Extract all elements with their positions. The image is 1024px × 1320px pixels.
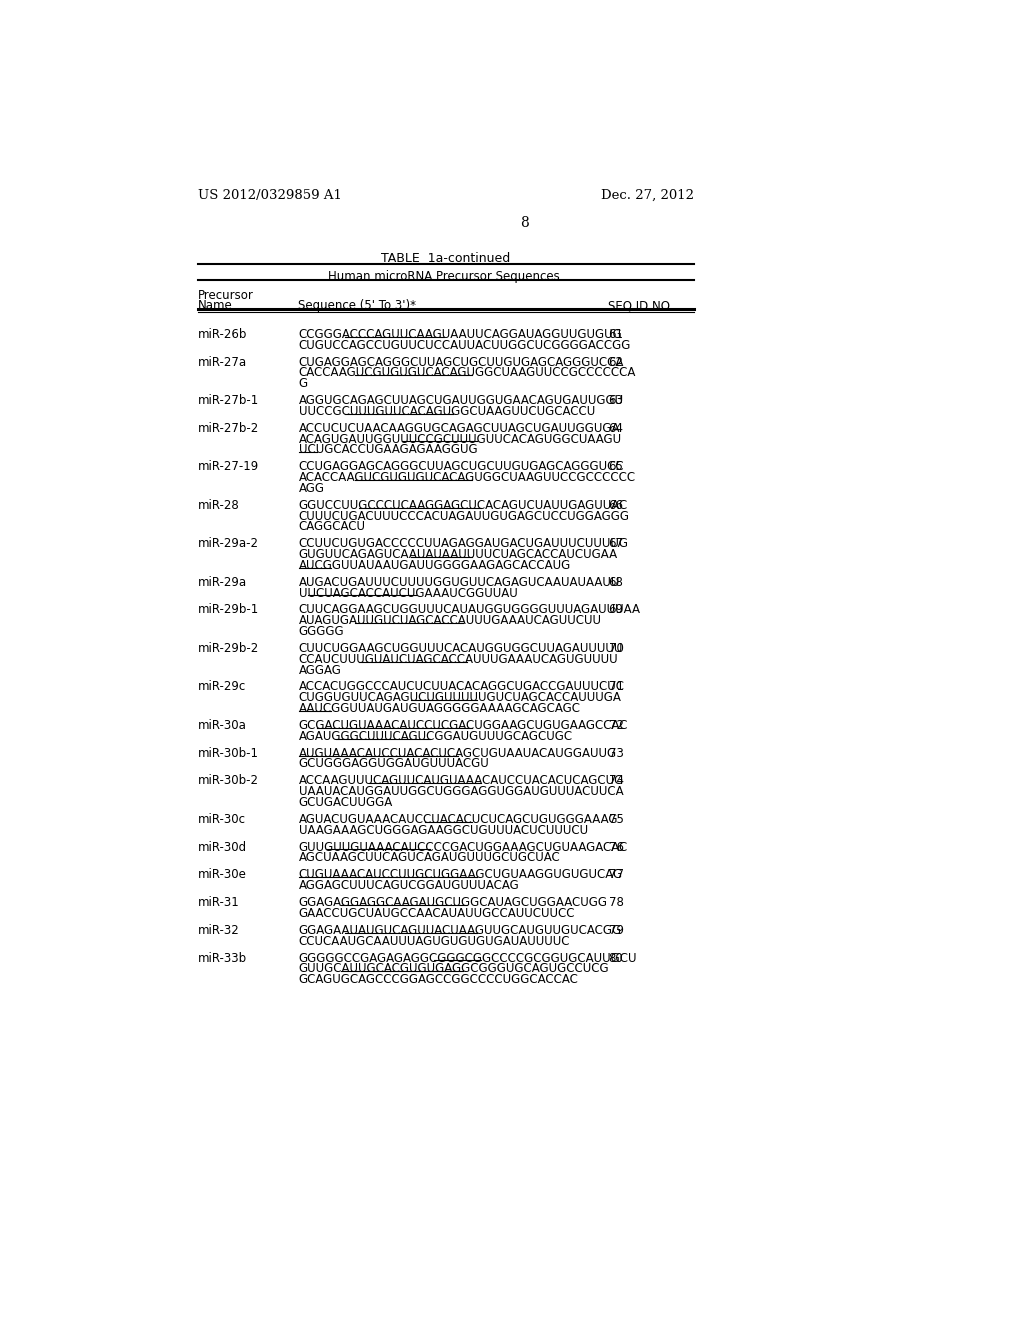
Text: 80: 80	[608, 952, 624, 965]
Text: GCUGGGAGGUGGAUGUUUACGU: GCUGGGAGGUGGAUGUUUACGU	[299, 758, 489, 771]
Text: Name: Name	[198, 300, 232, 313]
Text: Sequence (5' To 3')*: Sequence (5' To 3')*	[299, 300, 417, 313]
Text: CCGGGACCCAGUUCAAGUAAUUCAGGAUAGGUUGUGUG: CCGGGACCCAGUUCAAGUAAUUCAGGAUAGGUUGUGUG	[299, 327, 623, 341]
Text: AGGAGCUUUCAGUCGGAUGUUUACAG: AGGAGCUUUCAGUCGGAUGUUUACAG	[299, 879, 519, 892]
Text: miR-31: miR-31	[198, 896, 240, 909]
Text: miR-27a: miR-27a	[198, 355, 247, 368]
Text: CUUCUGGAAGCUGGUUUCACAUGGUGGCUUAGAUUUUU: CUUCUGGAAGCUGGUUUCACAUGGUGGCUUAGAUUUUU	[299, 642, 623, 655]
Text: 62: 62	[608, 355, 624, 368]
Text: GCGACUGUAAACAUCCUCGACUGGAAGCUGUGAAGCCAC: GCGACUGUAAACAUCCUCGACUGGAAGCUGUGAAGCCAC	[299, 719, 628, 733]
Text: 64: 64	[608, 422, 624, 434]
Text: GUGUUCAGAGUCAAUAUAAUUUUCUAGCACCAUCUGAA: GUGUUCAGAGUCAAUAUAAUUUUCUAGCACCAUCUGAA	[299, 548, 617, 561]
Text: miR-30b-2: miR-30b-2	[198, 775, 259, 788]
Text: Human microRNA Precursor Sequences.: Human microRNA Precursor Sequences.	[328, 271, 563, 282]
Text: 78: 78	[608, 896, 624, 909]
Text: CUUUCUGACUUUCCCACUAGAUUGUGAGCUCCUGGAGGG: CUUUCUGACUUUCCCACUAGAUUGUGAGCUCCUGGAGGG	[299, 510, 630, 523]
Text: 75: 75	[608, 813, 624, 826]
Text: 8: 8	[520, 216, 529, 230]
Text: 79: 79	[608, 924, 624, 937]
Text: 72: 72	[608, 719, 624, 733]
Text: GGGGG: GGGGG	[299, 626, 344, 638]
Text: AGGUGCAGAGCUUAGCUGAUUGGUGAACAGUGAUUGGU: AGGUGCAGAGCUUAGCUGAUUGGUGAACAGUGAUUGGU	[299, 395, 624, 407]
Text: GCAGUGCAGCCCGGAGCCGGCCCCUGGCACCAC: GCAGUGCAGCCCGGAGCCGGCCCCUGGCACCAC	[299, 973, 579, 986]
Text: miR-27b-2: miR-27b-2	[198, 422, 259, 434]
Text: ACAGUGAUUGGUUUCCGCUUUGUUCACAGUGGCUAAGU: ACAGUGAUUGGUUUCCGCUUUGUUCACAGUGGCUAAGU	[299, 433, 622, 446]
Text: Precursor: Precursor	[198, 289, 254, 302]
Text: AUAGUGAUUGUCUAGCACCAUUUGAAAUCAGUUCUU: AUAGUGAUUGUCUAGCACCAUUUGAAAUCAGUUCUU	[299, 614, 601, 627]
Text: 66: 66	[608, 499, 624, 512]
Text: 61: 61	[608, 327, 624, 341]
Text: GGUCCUUGCCCUCAAGGAGCUCACAGUCUAUUGAGUUAC: GGUCCUUGCCCUCAAGGAGCUCACAGUCUAUUGAGUUAC	[299, 499, 628, 512]
Text: AUCGGUUAUAAUGAUUGGGGAAGAGCACCAUG: AUCGGUUAUAAUGAUUGGGGAAGAGCACCAUG	[299, 558, 570, 572]
Text: miR-29a-2: miR-29a-2	[198, 537, 259, 550]
Text: AAUCGGUUAUGAUGUAGGGGGAAAAGCAGCAGC: AAUCGGUUAUGAUGUAGGGGGAAAAGCAGCAGC	[299, 702, 581, 715]
Text: AUGUAAACAUCCUACACUCAGCUGUAAUACAUGGAUUG: AUGUAAACAUCCUACACUCAGCUGUAAUACAUGGAUUG	[299, 747, 616, 760]
Text: miR-30e: miR-30e	[198, 869, 247, 882]
Text: G: G	[299, 378, 307, 391]
Text: GGAGAAUAUGUCAGUUACUAAGUUGCAUGUUGUCACGG: GGAGAAUAUGUCAGUUACUAAGUUGCAUGUUGUCACGG	[299, 924, 622, 937]
Text: US 2012/0329859 A1: US 2012/0329859 A1	[198, 189, 342, 202]
Text: Dec. 27, 2012: Dec. 27, 2012	[601, 189, 693, 202]
Text: AGCUAAGCUUCAGUCAGAUGUUUGCUGCUAC: AGCUAAGCUUCAGUCAGAUGUUUGCUGCUAC	[299, 851, 560, 865]
Text: CUUCAGGAAGCUGGUUUCAUAUGGUGGGGUUUAGAUUUAA: CUUCAGGAAGCUGGUUUCAUAUGGUGGGGUUUAGAUUUAA	[299, 603, 640, 616]
Text: CCUCAAUGCAAUUUAGUGUGUGUGAUAUUUUC: CCUCAAUGCAAUUUAGUGUGUGUGAUAUUUUC	[299, 935, 570, 948]
Text: CCUUCUGUGACCCCCUUAGAGGAUGACUGAUUUCUUUUG: CCUUCUGUGACCCCCUUAGAGGAUGACUGAUUUCUUUUG	[299, 537, 629, 550]
Text: AGAUGGGCUUUCAGUCGGAUGUUUGCAGCUGC: AGAUGGGCUUUCAGUCGGAUGUUUGCAGCUGC	[299, 730, 572, 743]
Text: CACCAAGUCGUGUGUCACAGUGGCUAAGUUCCGCCCCCCA: CACCAAGUCGUGUGUCACAGUGGCUAAGUUCCGCCCCCCA	[299, 367, 636, 379]
Text: CUGAGGAGCAGGGCUUAGCUGCUUGUGAGCAGGGUCCA: CUGAGGAGCAGGGCUUAGCUGCUUGUGAGCAGGGUCCA	[299, 355, 624, 368]
Text: miR-27-19: miR-27-19	[198, 461, 259, 474]
Text: ACACCAAGUCGUGUGUCACAGUGGCUAAGUUCCGCCCCCC: ACACCAAGUCGUGUGUCACAGUGGCUAAGUUCCGCCCCCC	[299, 471, 636, 484]
Text: UAAUACAUGGAUUGGCUGGGAGGUGGAUGUUUACUUCA: UAAUACAUGGAUUGGCUGGGAGGUGGAUGUUUACUUCA	[299, 785, 624, 799]
Text: miR-28: miR-28	[198, 499, 240, 512]
Text: ACCAAGUUUCAGUUCAUGUAAACAUCCUACACUCAGCUG: ACCAAGUUUCAGUUCAUGUAAACAUCCUACACUCAGCUG	[299, 775, 624, 788]
Text: CCUGAGGAGCAGGGCUUAGCUGCUUGUGAGCAGGGUCC: CCUGAGGAGCAGGGCUUAGCUGCUUGUGAGCAGGGUCC	[299, 461, 624, 474]
Text: 76: 76	[608, 841, 624, 854]
Text: GAACCUGCUAUGCCAACAUAUUGCCAUUCUUCC: GAACCUGCUAUGCCAACAUAUUGCCAUUCUUCC	[299, 907, 575, 920]
Text: CUGGUGUUCAGAGUCUGUUUUUGUCUAGCACCAUUUGA: CUGGUGUUCAGAGUCUGUUUUUGUCUAGCACCAUUUGA	[299, 692, 622, 705]
Text: 68: 68	[608, 576, 624, 589]
Text: 69: 69	[608, 603, 624, 616]
Text: miR-30c: miR-30c	[198, 813, 246, 826]
Text: CAGGCACU: CAGGCACU	[299, 520, 366, 533]
Text: AGUACUGUAAACAUCCUACACUCUCAGCUGUGGGAAAG: AGUACUGUAAACAUCCUACACUCUCAGCUGUGGGAAAG	[299, 813, 618, 826]
Text: GGAGAGGAGGCAAGAUGCUGGCAUAGCUGGAACUGG: GGAGAGGAGGCAAGAUGCUGGCAUAGCUGGAACUGG	[299, 896, 607, 909]
Text: TABLE  1a-continued: TABLE 1a-continued	[381, 252, 510, 265]
Text: miR-30d: miR-30d	[198, 841, 247, 854]
Text: CUGUCCAGCCUGUUCUCCAUUACUUGGCUCGGGGACCGG: CUGUCCAGCCUGUUCUCCAUUACUUGGCUCGGGGACCGG	[299, 339, 631, 351]
Text: 63: 63	[608, 395, 624, 407]
Text: miR-33b: miR-33b	[198, 952, 247, 965]
Text: 67: 67	[608, 537, 624, 550]
Text: UUCUAGCACCAUCUGAAAUCGGUUAU: UUCUAGCACCAUCUGAAAUCGGUUAU	[299, 586, 517, 599]
Text: GUUGCAUUGCACGUGUGAGGCGGGUGCAGUGCCUCG: GUUGCAUUGCACGUGUGAGGCGGGUGCAGUGCCUCG	[299, 962, 609, 975]
Text: 70: 70	[608, 642, 624, 655]
Text: miR-29a: miR-29a	[198, 576, 247, 589]
Text: GUUGUUGUAAACAUCCCCGACUGGAAAGCUGUAAGACAC: GUUGUUGUAAACAUCCCCGACUGGAAAGCUGUAAGACAC	[299, 841, 628, 854]
Text: miR-29b-2: miR-29b-2	[198, 642, 259, 655]
Text: 65: 65	[608, 461, 624, 474]
Text: ACCUCUCUAACAAGGUGCAGAGCUUAGCUGAUUGGUGA: ACCUCUCUAACAAGGUGCAGAGCUUAGCUGAUUGGUGA	[299, 422, 620, 434]
Text: AGGAG: AGGAG	[299, 664, 341, 677]
Text: 74: 74	[608, 775, 624, 788]
Text: miR-29b-1: miR-29b-1	[198, 603, 259, 616]
Text: miR-27b-1: miR-27b-1	[198, 395, 259, 407]
Text: miR-30b-1: miR-30b-1	[198, 747, 259, 760]
Text: CCAUCUUUGUAUCUAGCACCAUUUGAAAUCAGUGUUUU: CCAUCUUUGUAUCUAGCACCAUUUGAAAUCAGUGUUUU	[299, 653, 618, 665]
Text: 73: 73	[608, 747, 624, 760]
Text: GGGGGCCGAGAGAGGCGGGCGGCCCCGCGGUGCAUUGCU: GGGGGCCGAGAGAGGCGGGCGGCCCCGCGGUGCAUUGCU	[299, 952, 637, 965]
Text: CUGUAAACAUCCUUGCUGGAAGCUGUAAGGUGUGUCAG: CUGUAAACAUCCUUGCUGGAAGCUGUAAGGUGUGUCAG	[299, 869, 623, 882]
Text: UCUGCACCUGAAGAGAAGGUG: UCUGCACCUGAAGAGAAGGUG	[299, 444, 477, 457]
Text: miR-26b: miR-26b	[198, 327, 247, 341]
Text: 77: 77	[608, 869, 624, 882]
Text: AGG: AGG	[299, 482, 325, 495]
Text: SEQ ID NO.: SEQ ID NO.	[608, 300, 674, 313]
Text: UAAGAAAGCUGGGAGAAGGCUGUUUACUCUUUCU: UAAGAAAGCUGGGAGAAGGCUGUUUACUCUUUCU	[299, 824, 588, 837]
Text: ACCACUGGCCCAUCUCUUACACAGGCUGACCGAUUUCUC: ACCACUGGCCCAUCUCUUACACAGGCUGACCGAUUUCUC	[299, 681, 625, 693]
Text: GCUGACUUGGA: GCUGACUUGGA	[299, 796, 393, 809]
Text: miR-32: miR-32	[198, 924, 240, 937]
Text: UUCCGCUUUGUUCACAGUGGCUAAGUUCUGCACCU: UUCCGCUUUGUUCACAGUGGCUAAGUUCUGCACCU	[299, 405, 595, 418]
Text: miR-29c: miR-29c	[198, 681, 246, 693]
Text: AUGACUGAUUUCUUUUGGUGUUCAGAGUCAAUAUAAUU: AUGACUGAUUUCUUUUGGUGUUCAGAGUCAAUAUAAUU	[299, 576, 620, 589]
Text: 71: 71	[608, 681, 624, 693]
Text: miR-30a: miR-30a	[198, 719, 247, 733]
